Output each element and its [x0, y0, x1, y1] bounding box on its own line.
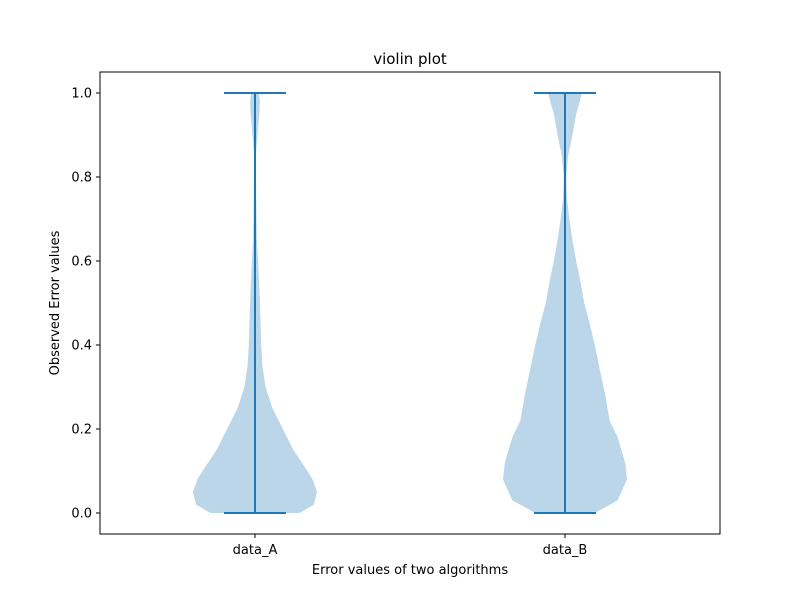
- x-tick-label-data_B: data_B: [543, 543, 588, 558]
- y-axis-label: Observed Error values: [48, 230, 63, 375]
- y-tick-label: 1.0: [71, 87, 92, 102]
- x-axis-label: Error values of two algorithms: [312, 563, 508, 578]
- plot-frame: [99, 71, 721, 535]
- y-tick-label: 0.0: [71, 507, 92, 522]
- stat-lines-layer: [224, 92, 596, 514]
- chart-title: violin plot: [373, 50, 447, 68]
- y-tick-label: 0.8: [71, 171, 92, 186]
- x-axis: data_A data_B: [233, 534, 588, 558]
- y-axis: 0.0 0.2 0.4 0.6 0.8 1.0: [71, 87, 100, 522]
- y-tick-label: 0.6: [71, 255, 92, 270]
- x-tick-label-data_A: data_A: [233, 543, 278, 558]
- y-tick-label: 0.4: [71, 339, 92, 354]
- violins-layer: [193, 93, 627, 513]
- y-tick-label: 0.2: [71, 423, 92, 438]
